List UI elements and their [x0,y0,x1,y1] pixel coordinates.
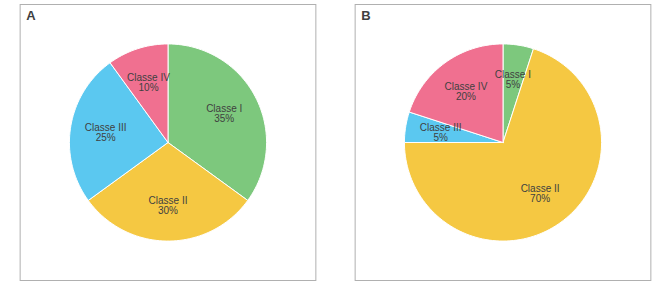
svg-text:Classe III25%: Classe III25% [85,122,127,143]
svg-text:Classe IV10%: Classe IV10% [127,72,170,93]
svg-text:A: A [26,8,36,23]
svg-text:Classe IV20%: Classe IV20% [445,81,488,102]
svg-text:Classe I5%: Classe I5% [495,69,531,90]
svg-text:B: B [361,8,370,23]
svg-text:Classe II70%: Classe II70% [521,183,560,204]
svg-text:Classe I35%: Classe I35% [206,103,242,124]
svg-text:Classe III5%: Classe III5% [420,122,462,143]
svg-text:Classe II30%: Classe II30% [149,195,188,216]
